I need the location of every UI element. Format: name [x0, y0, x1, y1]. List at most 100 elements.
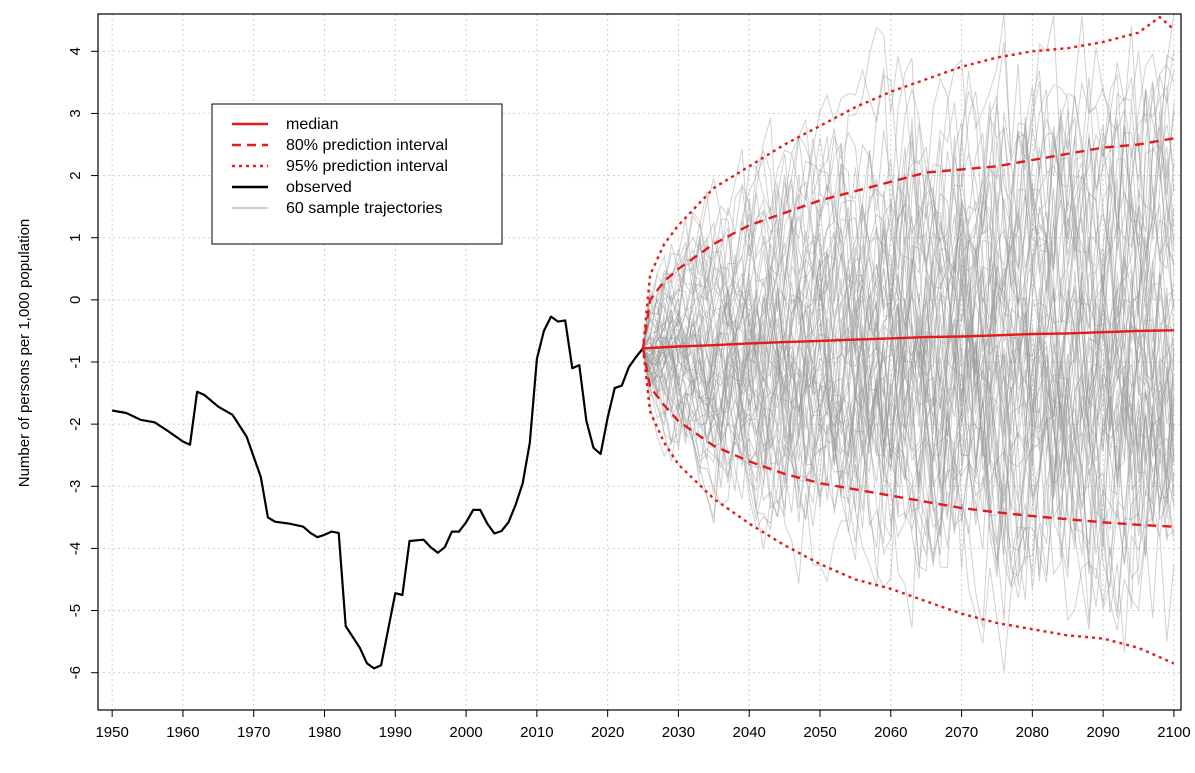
sample-trajectory — [642, 334, 1175, 613]
sample-trajectory — [642, 329, 1175, 628]
sample-trajectory — [642, 343, 1175, 609]
x-tick-label: 2080 — [1016, 724, 1049, 741]
sample-trajectory — [642, 89, 1175, 367]
sample-trajectory — [642, 52, 1175, 368]
sample-trajectory — [642, 183, 1175, 463]
sample-trajectory — [642, 302, 1175, 588]
series-line-80-prediction-interval-upper- — [641, 137, 1175, 349]
sample-trajectory — [642, 199, 1175, 437]
sample-trajectory — [642, 273, 1175, 581]
sample-trajectory — [642, 26, 1175, 347]
sample-trajectory — [642, 85, 1175, 476]
sample-trajectory — [642, 182, 1175, 480]
legend-label: 60 sample trajectories — [286, 200, 443, 217]
x-tick-label: 2060 — [874, 724, 907, 741]
sample-trajectories — [642, 13, 1175, 672]
sample-trajectory — [642, 265, 1175, 557]
legend-label: observed — [286, 179, 352, 196]
sample-trajectory — [642, 47, 1175, 368]
x-tick-label: 2070 — [945, 724, 978, 741]
sample-trajectory — [642, 15, 1175, 349]
sample-trajectory — [642, 295, 1175, 588]
sample-trajectory — [642, 281, 1175, 619]
x-tick-label: 2040 — [733, 724, 766, 741]
sample-trajectory — [642, 311, 1175, 630]
x-tick-label: 2090 — [1086, 724, 1119, 741]
x-tick-label: 2050 — [803, 724, 836, 741]
sample-trajectory — [642, 124, 1175, 486]
series-line-80-prediction-interval-lower- — [641, 348, 1174, 528]
sample-trajectory — [642, 13, 1175, 353]
sample-trajectory — [642, 136, 1175, 430]
sample-trajectory — [642, 54, 1175, 374]
series-lines — [112, 15, 1175, 670]
sample-trajectory — [642, 272, 1175, 552]
legend-label: median — [286, 116, 338, 133]
x-tick-label: 2100 — [1157, 724, 1190, 741]
y-axis-title: Number of persons per 1,000 population — [16, 219, 33, 488]
y-tick-label: 2 — [67, 171, 84, 179]
sample-trajectory — [642, 258, 1175, 521]
legend: median 80% prediction interval 95% predict… — [211, 103, 503, 245]
sample-trajectory — [642, 217, 1175, 525]
sample-trajectory — [642, 204, 1175, 535]
x-axis: 1950 1960 1970 1980 1990 2000 2010 2020 2030 2040… — [95, 710, 1191, 741]
sample-trajectory — [642, 259, 1175, 527]
sample-trajectory — [643, 184, 1175, 506]
sample-trajectory — [642, 25, 1175, 348]
sample-trajectory — [642, 268, 1175, 518]
sample-trajectory — [642, 205, 1175, 540]
sample-trajectory — [642, 333, 1175, 672]
y-tick-label: 3 — [67, 109, 84, 117]
sample-trajectory — [642, 122, 1175, 462]
x-tick-label: 2010 — [520, 724, 553, 741]
y-tick-label: -1 — [67, 355, 84, 368]
sample-trajectory — [642, 175, 1175, 447]
sample-trajectory — [642, 88, 1175, 375]
x-tick-label: 2020 — [591, 724, 624, 741]
sample-trajectory — [642, 50, 1175, 348]
sample-trajectory — [642, 188, 1175, 429]
x-tick-label: 1980 — [308, 724, 341, 741]
x-tick-label: 2000 — [449, 724, 482, 741]
sample-trajectory — [642, 288, 1175, 577]
sample-trajectory — [642, 206, 1175, 472]
sample-trajectory — [642, 199, 1175, 471]
y-axis: -6 -5 -4 -3 -2 -1 0 1 2 3 4 — [67, 47, 98, 679]
y-tick-label: -4 — [67, 542, 84, 555]
sample-trajectory — [642, 269, 1175, 598]
x-tick-label: 1990 — [379, 724, 412, 741]
series-line-median — [642, 329, 1174, 350]
series-line-observed — [112, 315, 644, 670]
sample-trajectory — [642, 263, 1175, 554]
y-tick-label: 0 — [67, 296, 84, 304]
series-line-95-prediction-interval-lower- — [641, 348, 1175, 665]
y-tick-label: 4 — [67, 47, 84, 55]
sample-trajectory — [642, 237, 1175, 529]
sample-trajectory — [642, 302, 1175, 587]
legend-label: 80% prediction interval — [286, 137, 448, 154]
x-tick-label: 1960 — [166, 724, 199, 741]
y-tick-label: -3 — [67, 480, 84, 493]
sample-trajectory — [642, 70, 1175, 385]
sample-trajectory — [642, 322, 1175, 642]
sample-trajectory — [642, 13, 1175, 349]
sample-trajectory — [642, 58, 1175, 353]
sample-trajectory — [642, 218, 1175, 555]
sample-trajectory — [642, 349, 1175, 653]
sample-trajectory — [642, 217, 1175, 487]
y-tick-label: -5 — [67, 604, 84, 617]
y-tick-label: 1 — [67, 234, 84, 242]
sample-trajectory — [642, 209, 1175, 466]
sample-trajectory — [642, 330, 1175, 586]
series-line-95-prediction-interval-upper- — [641, 15, 1175, 349]
y-tick-label: -2 — [67, 417, 84, 430]
x-tick-label: 2030 — [662, 724, 695, 741]
y-tick-label: -6 — [67, 666, 84, 679]
sample-trajectory — [642, 16, 1175, 349]
sample-trajectory — [642, 52, 1175, 378]
legend-label: 95% prediction interval — [286, 158, 448, 175]
x-tick-label: 1950 — [95, 724, 128, 741]
